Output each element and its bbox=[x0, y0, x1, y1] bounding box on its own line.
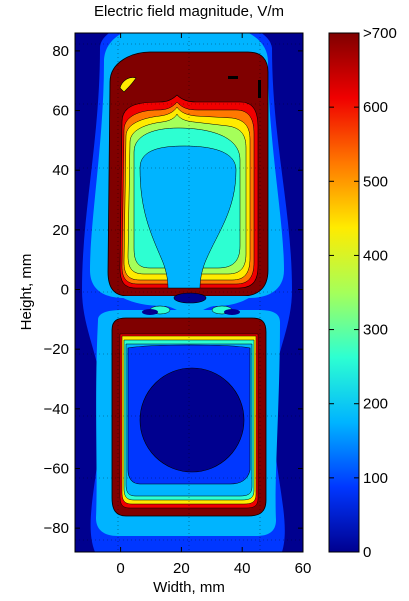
right-dark-side bbox=[288, 330, 303, 552]
lower-interior-minimum bbox=[139, 367, 245, 473]
y-tick-label: −80 bbox=[44, 520, 69, 537]
x-tick-label: 0 bbox=[116, 560, 124, 577]
upper-interior-lowfield bbox=[139, 145, 237, 289]
gap-center-dark bbox=[173, 292, 207, 304]
colorbar-tick-label: 600 bbox=[363, 99, 388, 116]
colorbar-tick-label: 400 bbox=[363, 247, 388, 264]
colorbar-tick-label: 500 bbox=[363, 173, 388, 190]
y-axis-label: Height, mm bbox=[18, 254, 35, 331]
upper-right-slot bbox=[228, 76, 238, 79]
y-tick-label: −40 bbox=[44, 401, 69, 418]
x-axis-label: Width, mm bbox=[153, 579, 225, 596]
upper-right-bar bbox=[258, 80, 261, 98]
plot-frame bbox=[74, 32, 304, 553]
left-dark-side bbox=[75, 330, 88, 552]
gap-right-dark bbox=[224, 309, 240, 315]
colorbar-scale bbox=[328, 32, 360, 553]
x-tick-label: 20 bbox=[173, 560, 190, 577]
x-tick-label: 60 bbox=[295, 560, 312, 577]
grid-lines bbox=[75, 33, 303, 552]
y-tick-label: 0 bbox=[61, 282, 69, 299]
y-tick-label: 20 bbox=[52, 222, 69, 239]
y-tick-label: 40 bbox=[52, 162, 69, 179]
y-tick-label: −20 bbox=[44, 341, 69, 358]
y-tick-label: 60 bbox=[52, 103, 69, 120]
x-axis: 0 20 40 60 bbox=[116, 33, 311, 577]
y-tick-label: 80 bbox=[52, 43, 69, 60]
colorbar-tick-label: 300 bbox=[363, 322, 388, 339]
contour-plot bbox=[75, 33, 303, 552]
colorbar-tick-label: 100 bbox=[363, 470, 388, 487]
colorbar-tick-label: >700 bbox=[363, 25, 397, 42]
x-tick-label: 40 bbox=[234, 560, 251, 577]
chart-title: Electric field magnitude, V/m bbox=[94, 3, 284, 20]
gap-cyan-lobes bbox=[120, 296, 252, 320]
upper-left-notch bbox=[119, 77, 137, 93]
gap-left-dark bbox=[142, 309, 158, 315]
y-tick-label: −60 bbox=[44, 460, 69, 477]
colorbar: 0 100 200 300 400 500 600 >700 bbox=[328, 25, 397, 561]
y-axis: 80 60 40 20 0 −20 −40 −60 −80 bbox=[44, 43, 303, 537]
colorbar-tick-label: 200 bbox=[363, 396, 388, 413]
colorbar-tick-label: 0 bbox=[363, 544, 371, 561]
